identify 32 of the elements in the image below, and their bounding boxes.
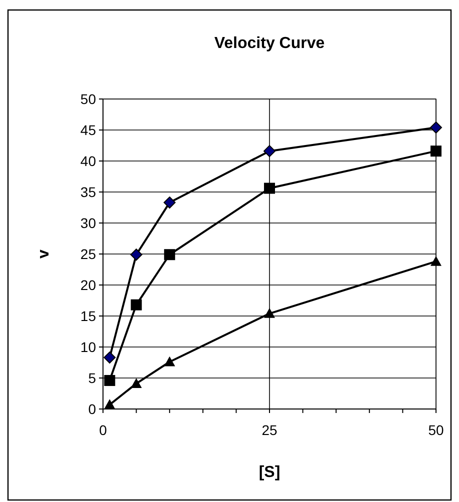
- x-axis-title: [S]: [258, 464, 280, 481]
- y-tick-label: 40: [80, 152, 96, 169]
- point: [430, 146, 442, 157]
- point: [264, 182, 275, 194]
- chart-title: Velocity Curve: [214, 35, 325, 52]
- x-tick-label: 50: [428, 422, 444, 438]
- point: [104, 352, 116, 364]
- y-tick-label: 5: [88, 370, 96, 386]
- point: [164, 356, 176, 366]
- y-tick-label: 20: [80, 276, 96, 293]
- x-tick-label: 0: [99, 422, 108, 438]
- point: [104, 399, 116, 410]
- point: [430, 122, 442, 134]
- point: [130, 378, 142, 388]
- y-axis-title: v: [36, 249, 53, 258]
- point: [130, 248, 142, 261]
- point: [430, 256, 442, 266]
- y-tick-label: 10: [80, 338, 96, 355]
- point: [264, 145, 276, 158]
- x-tick-label: 25: [262, 422, 278, 438]
- point: [130, 299, 142, 310]
- y-tick-label: 35: [80, 184, 96, 200]
- y-tick-label: 45: [80, 122, 96, 138]
- y-tick-label: 0: [88, 400, 96, 417]
- point: [164, 249, 176, 260]
- y-tick-label: 25: [80, 246, 96, 262]
- point: [264, 308, 275, 318]
- point: [164, 196, 176, 209]
- y-tick-label: 15: [80, 308, 96, 324]
- y-tick-label: 50: [80, 90, 96, 107]
- y-tick-label: 30: [80, 214, 96, 231]
- point: [104, 374, 116, 386]
